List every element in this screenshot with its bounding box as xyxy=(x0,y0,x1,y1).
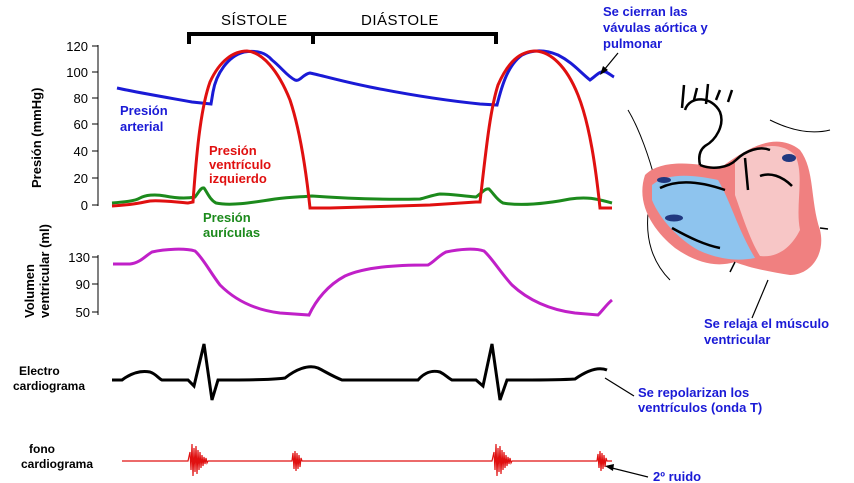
volume-axis-title-line1: Volumen xyxy=(22,264,37,318)
heart-right-chamber xyxy=(735,145,800,257)
pressure-tick: 0 xyxy=(81,198,88,213)
muscle-arrow xyxy=(751,279,769,319)
ecg-label-line1: Electro xyxy=(19,364,60,378)
volume-axis-title-line2: ventricular (ml) xyxy=(37,224,52,318)
phase-bars: SÍSTOLE DIÁSTOLE xyxy=(187,12,498,44)
second-sound-arrow xyxy=(605,464,649,478)
valves-arrow xyxy=(600,52,619,75)
pressure-tick: 80 xyxy=(74,91,88,106)
volume-tick: 130 xyxy=(68,250,90,265)
pressure-tick: 20 xyxy=(74,171,88,186)
pressure-tick: 40 xyxy=(74,144,88,159)
pressure-tick: 60 xyxy=(74,117,88,132)
pressure-tick: 100 xyxy=(66,65,88,80)
repolarize-note-line2: ventrículos (onda T) xyxy=(638,400,762,415)
volume-curve xyxy=(113,247,613,317)
ecg-label-line2: cardiograma xyxy=(13,379,85,393)
atria-label-line1: Presión xyxy=(203,210,251,225)
diastole-label: DIÁSTOLE xyxy=(361,12,439,29)
heart-left-chamber xyxy=(652,175,755,260)
volume-tick: 50 xyxy=(76,305,90,320)
repolarize-arrow xyxy=(604,377,635,397)
ventricle-label-line3: izquierdo xyxy=(209,171,267,186)
arterial-pressure-curve xyxy=(116,49,615,107)
ventricle-pressure-curve xyxy=(111,49,612,210)
pressure-axis-title: Presión (mmHg) xyxy=(29,88,44,188)
arterial-label-line1: Presión xyxy=(120,103,168,118)
ventricle-label-line2: ventrículo xyxy=(209,157,271,172)
atria-label-line2: aurículas xyxy=(203,225,260,240)
volume-axis: 130 90 50 Volumen ventricular (ml) xyxy=(22,224,99,320)
phono-trace xyxy=(122,443,612,477)
phono-label-line1: fono xyxy=(29,442,55,456)
ventricle-label-line1: Presión xyxy=(209,143,257,158)
phono-label-line2: cardiograma xyxy=(21,457,93,471)
volume-tick: 90 xyxy=(76,277,90,292)
atrial-pressure-curve xyxy=(111,186,613,206)
systole-label: SÍSTOLE xyxy=(221,12,288,29)
pressure-axis: 120 100 80 60 40 20 0 Presión (mmHg) xyxy=(29,39,99,213)
muscle-note-line2: ventricular xyxy=(704,332,770,347)
ecg-trace xyxy=(112,343,608,401)
repolarize-note-line1: Se repolarizan los xyxy=(638,385,749,400)
heart-illustration xyxy=(627,83,831,281)
second-sound-note: 2º ruido xyxy=(653,469,701,483)
valves-note-line2: vávulas aórtica y xyxy=(603,20,709,35)
pressure-tick: 120 xyxy=(66,39,88,54)
muscle-note-line1: Se relaja el músculo xyxy=(704,316,829,331)
valves-note-line3: pulmonar xyxy=(603,36,662,51)
valves-note-line1: Se cierran las xyxy=(603,4,688,19)
arterial-label-line2: arterial xyxy=(120,119,163,134)
